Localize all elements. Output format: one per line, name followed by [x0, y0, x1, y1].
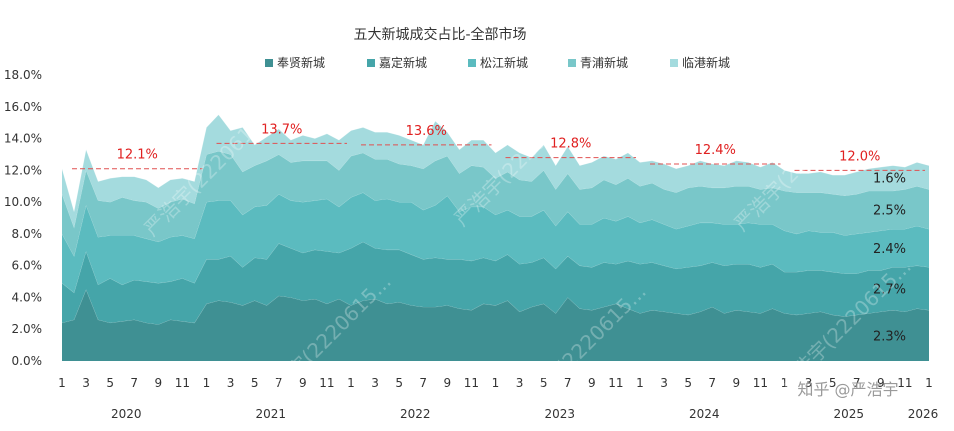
legend-label: 临港新城 — [682, 55, 730, 70]
x-tick-label: 3 — [371, 376, 379, 390]
end-value-annotations: 1.6% 2.5% 2.4% 2.7% 2.3% — [873, 171, 906, 344]
y-tick-label: 8.0% — [12, 227, 43, 241]
x-tick-label: 9 — [733, 376, 741, 390]
legend-label: 奉贤新城 — [277, 55, 325, 70]
end-value-label: 2.5% — [873, 203, 906, 218]
x-tick-label: 1 — [58, 376, 66, 390]
y-tick-label: 18.0% — [4, 68, 42, 82]
x-tick-label: 1 — [925, 376, 933, 390]
x-tick-label: 11 — [464, 376, 479, 390]
x-tick-label: 3 — [227, 376, 235, 390]
average-label: 12.4% — [695, 143, 736, 158]
x-tick-label: 11 — [175, 376, 190, 390]
y-tick-label: 14.0% — [4, 132, 42, 146]
x-tick-label: 11 — [897, 376, 912, 390]
x-tick-label: 1 — [347, 376, 355, 390]
x-tick-label: 7 — [130, 376, 138, 390]
x-tick-label: 3 — [82, 376, 90, 390]
legend-swatch — [265, 59, 273, 67]
end-value-label: 2.7% — [873, 283, 906, 298]
x-tick-label: 1 — [492, 376, 500, 390]
end-value-label: 2.3% — [873, 330, 906, 345]
area-series-4 — [62, 151, 929, 257]
average-label: 12.8% — [550, 137, 591, 152]
chart-title: 五大新城成交占比-全部市场 — [353, 26, 526, 43]
legend-swatch — [670, 59, 678, 67]
average-label: 13.6% — [406, 124, 447, 139]
x-tick-label: 7 — [853, 376, 861, 390]
legend-swatch — [568, 59, 576, 67]
area-series-1 — [62, 289, 929, 361]
x-tick-label: 3 — [660, 376, 668, 390]
y-axis: 0.0% 2.0% 4.0% 6.0% 8.0% 10.0% 12.0% 14.0% 16.0%… — [4, 68, 42, 368]
x-tick-label: 9 — [155, 376, 163, 390]
y-tick-label: 10.0% — [4, 195, 42, 209]
x-tick-label: 5 — [829, 376, 837, 390]
year-label: 2025 — [833, 407, 864, 421]
year-label: 2021 — [255, 407, 286, 421]
x-tick-label: 1 — [636, 376, 644, 390]
legend-swatch — [468, 59, 476, 67]
legend: 奉贤新城 嘉定新城 松江新城 青浦新城 临港新城 — [265, 55, 730, 70]
x-tick-label: 5 — [251, 376, 259, 390]
year-label: 2020 — [111, 407, 142, 421]
average-label: 12.1% — [117, 148, 158, 163]
average-label: 13.7% — [261, 122, 302, 137]
legend-label: 松江新城 — [480, 55, 528, 70]
year-label: 2024 — [689, 407, 720, 421]
x-tick-label: 9 — [588, 376, 596, 390]
x-axis: 1 3 5 7 9 11 1 3 5 7 9 11 1 3 5 7 9 11 1 3 5 7 9 11 1 3 5 7 9 11 1 3 5 7 9… — [58, 376, 938, 421]
y-tick-label: 0.0% — [12, 354, 43, 368]
x-tick-label: 7 — [275, 376, 283, 390]
stacked-areas — [61, 114, 930, 361]
x-tick-label: 9 — [444, 376, 452, 390]
x-tick-label: 3 — [516, 376, 524, 390]
x-tick-label: 3 — [805, 376, 813, 390]
area-series-5 — [62, 114, 929, 228]
y-tick-label: 16.0% — [4, 100, 42, 114]
year-label: 2026 — [908, 407, 939, 421]
year-label: 2022 — [400, 407, 431, 421]
x-tick-label: 1 — [203, 376, 211, 390]
end-value-label: 2.4% — [873, 242, 906, 257]
y-tick-label: 4.0% — [12, 290, 43, 304]
yearly-average-lines: 12.1% 13.7% 13.6% 12.8% 12.4% 12.0% — [72, 122, 925, 171]
average-label: 12.0% — [839, 149, 880, 164]
x-tick-label: 5 — [684, 376, 692, 390]
x-tick-label: 11 — [753, 376, 768, 390]
x-tick-label: 9 — [299, 376, 307, 390]
area-series-edge — [61, 114, 930, 212]
y-tick-label: 6.0% — [12, 259, 43, 273]
watermark-logo: 知乎 @严浩宇 — [797, 380, 898, 399]
x-tick-label: 11 — [319, 376, 334, 390]
legend-label: 嘉定新城 — [379, 55, 427, 70]
end-value-label: 1.6% — [873, 171, 906, 186]
x-tick-label: 5 — [540, 376, 548, 390]
x-tick-label: 5 — [395, 376, 403, 390]
x-tick-label: 1 — [781, 376, 789, 390]
x-tick-label: 7 — [564, 376, 572, 390]
year-label: 2023 — [544, 407, 575, 421]
y-tick-label: 12.0% — [4, 163, 42, 177]
x-tick-label: 7 — [708, 376, 716, 390]
legend-label: 青浦新城 — [580, 55, 628, 70]
x-tick-label: 11 — [608, 376, 623, 390]
y-tick-label: 2.0% — [12, 322, 43, 336]
x-tick-label: 5 — [106, 376, 114, 390]
x-tick-label: 9 — [877, 376, 885, 390]
legend-swatch — [367, 59, 375, 67]
x-tick-label: 7 — [419, 376, 427, 390]
area-series-3 — [62, 192, 929, 293]
